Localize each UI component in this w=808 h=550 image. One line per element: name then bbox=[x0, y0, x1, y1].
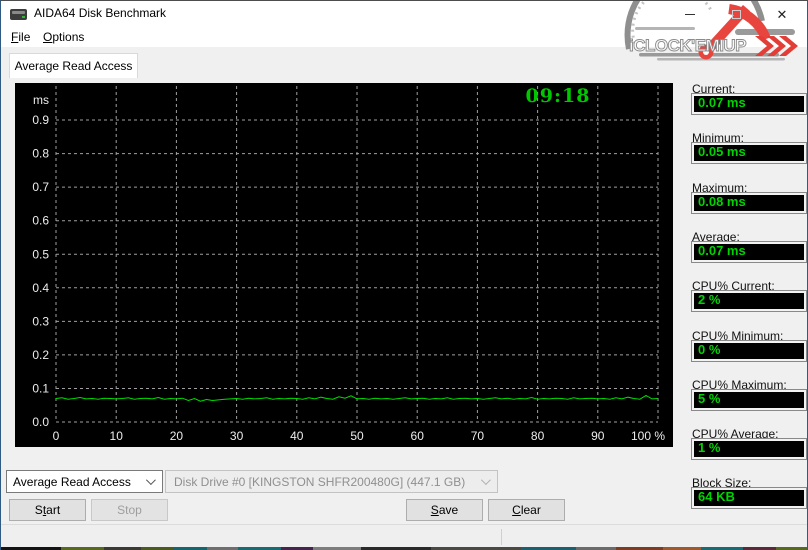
x-tick-label: 70 bbox=[471, 429, 485, 443]
stat-value-box: 0.08 ms bbox=[691, 191, 807, 214]
stat-label: Block Size: bbox=[692, 476, 752, 491]
stat-value: 2 % bbox=[694, 293, 804, 310]
close-button[interactable]: ✕ bbox=[762, 1, 802, 27]
y-tick-label: 0.5 bbox=[32, 247, 49, 261]
chart-canvas: 0.0 0.1 0.2 0.3 0.4 0.5 0.6 0.7 0.8 0.9 ms 0 10 20 30 4… bbox=[32, 86, 665, 443]
hard-disk-icon bbox=[10, 9, 27, 20]
close-icon: ✕ bbox=[776, 6, 788, 22]
stat-label: Minimum: bbox=[692, 131, 745, 146]
test-type-value: Average Read Access bbox=[13, 474, 131, 489]
x-tick-label: 60 bbox=[411, 429, 425, 443]
stat-value: 64 KB bbox=[694, 490, 804, 507]
x-tick-label: 10 bbox=[110, 429, 124, 443]
x-tick-label: 90 bbox=[591, 429, 605, 443]
stat-value: 0.08 ms bbox=[694, 194, 804, 211]
tab-average-read-access[interactable]: Average Read Access bbox=[9, 53, 138, 78]
stat-label: CPU% Maximum: bbox=[692, 377, 787, 392]
menu-options[interactable]: Options bbox=[43, 30, 85, 44]
y-axis-unit: ms bbox=[33, 93, 49, 107]
stat-label: CPU% Current: bbox=[692, 279, 775, 294]
status-bar-divider bbox=[501, 529, 502, 545]
stat-value: 1 % bbox=[694, 441, 804, 458]
y-tick-label: 0.0 bbox=[32, 415, 49, 429]
menu-file[interactable]: File bbox=[11, 30, 31, 44]
stat-value-box: 2 % bbox=[691, 290, 807, 313]
y-tick-label: 0.8 bbox=[32, 147, 49, 161]
stat-value-box: 5 % bbox=[691, 388, 807, 411]
x-tick-label: 40 bbox=[290, 429, 304, 443]
benchmark-chart: 0.0 0.1 0.2 0.3 0.4 0.5 0.6 0.7 0.8 0.9 ms 0 10 20 30 4… bbox=[15, 83, 673, 447]
disk-drive-value: Disk Drive #0 [KINGSTON SHFR200480G] (44… bbox=[174, 474, 466, 489]
x-tick-label: 50 bbox=[350, 429, 364, 443]
stat-value-box: 0.07 ms bbox=[691, 240, 807, 263]
x-tick-label: 0 bbox=[53, 429, 60, 443]
x-tick-label: 80 bbox=[531, 429, 545, 443]
x-tick-label: 30 bbox=[230, 429, 244, 443]
y-tick-label: 0.7 bbox=[32, 180, 49, 194]
stat-value-box: 0 % bbox=[691, 339, 807, 362]
elapsed-time: 09:18 bbox=[525, 85, 591, 107]
stat-value-box: 64 KB bbox=[691, 487, 807, 510]
desktop-background-sliver bbox=[1, 547, 807, 550]
y-tick-label: 0.1 bbox=[32, 381, 49, 395]
stat-value: 0.05 ms bbox=[694, 145, 804, 162]
stat-label: Maximum: bbox=[692, 180, 748, 195]
stat-label: Average: bbox=[692, 229, 740, 244]
maximize-button bbox=[716, 1, 756, 27]
stat-label: Current: bbox=[692, 82, 736, 96]
stop-button: Stop bbox=[91, 499, 168, 521]
stat-label: CPU% Minimum: bbox=[692, 328, 784, 343]
stat-value-box: 0.05 ms bbox=[691, 142, 807, 165]
y-tick-label: 0.4 bbox=[32, 281, 49, 295]
stat-value: 0 % bbox=[694, 342, 804, 359]
y-tick-label: 0.2 bbox=[32, 348, 49, 362]
status-bar bbox=[1, 524, 807, 547]
minimize-button[interactable] bbox=[670, 1, 710, 27]
disk-drive-select: Disk Drive #0 [KINGSTON SHFR200480G] (44… bbox=[165, 470, 498, 493]
maximize-icon bbox=[731, 9, 741, 19]
y-tick-label: 0.9 bbox=[32, 113, 49, 127]
menu-bar: File Options bbox=[1, 27, 807, 47]
stat-label: CPU% Average: bbox=[692, 427, 779, 442]
read-access-line bbox=[55, 394, 659, 402]
minimize-icon bbox=[685, 13, 695, 15]
stat-value: 0.07 ms bbox=[694, 96, 804, 112]
y-tick-label: 0.3 bbox=[32, 314, 49, 328]
stat-value: 0.07 ms bbox=[694, 243, 804, 260]
stat-value-box: 0.07 ms bbox=[691, 93, 807, 115]
window-title: AIDA64 Disk Benchmark bbox=[34, 6, 167, 20]
chevron-down-icon bbox=[145, 475, 156, 486]
x-tick-label: 100 % bbox=[631, 429, 665, 443]
test-type-select[interactable]: Average Read Access bbox=[6, 470, 163, 493]
chevron-down-icon bbox=[480, 475, 491, 486]
x-tick-label: 20 bbox=[170, 429, 184, 443]
stat-value: 5 % bbox=[694, 391, 804, 408]
stat-value-box: 1 % bbox=[691, 438, 807, 461]
y-tick-label: 0.6 bbox=[32, 214, 49, 228]
